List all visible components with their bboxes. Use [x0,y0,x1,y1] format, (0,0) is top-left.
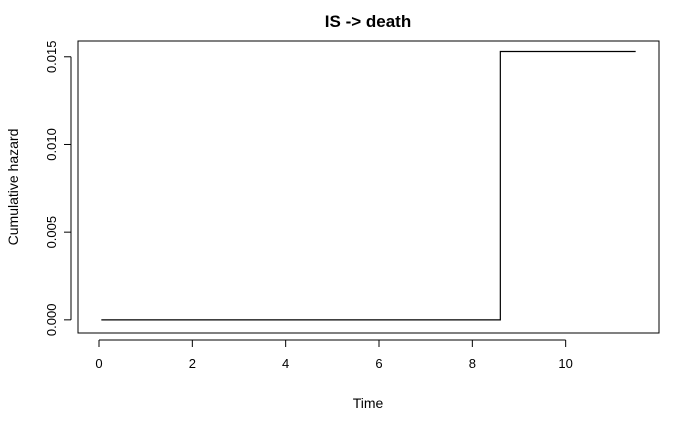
chart-title: IS -> death [325,12,411,31]
y-tick-label: 0.015 [44,41,59,74]
y-tick-label: 0.000 [44,304,59,337]
y-axis-ticks: 0.000 0.005 0.010 0.015 [44,41,71,337]
y-axis-label: Cumulative hazard [5,129,21,246]
x-tick-label: 8 [469,356,476,371]
x-tick-label: 4 [282,356,289,371]
x-axis-label: Time [353,395,384,411]
x-tick-label: 6 [375,356,382,371]
y-tick-label: 0.010 [44,128,59,161]
y-tick-label: 0.005 [44,216,59,249]
cumulative-hazard-step-line [101,50,636,321]
plot-frame [77,40,660,334]
x-axis-ticks: 0 2 4 6 8 10 [95,340,573,371]
x-tick-label: 10 [558,356,572,371]
x-tick-label: 0 [95,356,102,371]
x-tick-label: 2 [189,356,196,371]
